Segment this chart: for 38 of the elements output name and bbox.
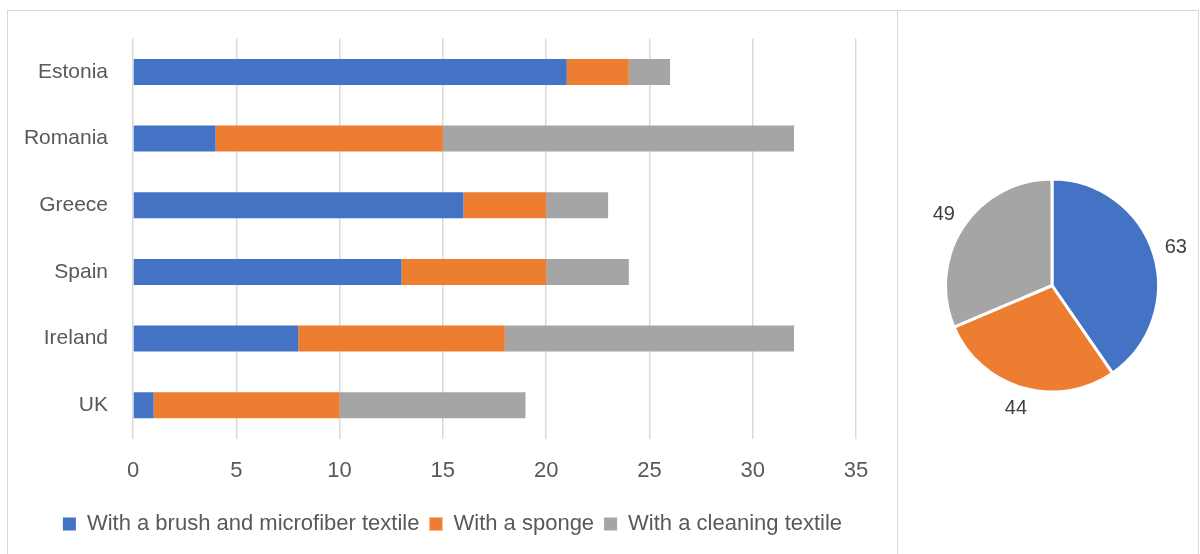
legend-label: With a brush and microfiber textile (86, 510, 420, 536)
bar (628, 58, 671, 85)
x-tick-label: 15 (430, 456, 456, 482)
data-label: 63 (1164, 234, 1187, 257)
y-tick-label: UK (78, 392, 108, 416)
x-tick-label: 20 (533, 456, 559, 482)
bar (133, 392, 154, 419)
bar (133, 125, 216, 152)
data-label: 44 (1004, 396, 1028, 419)
legend-label: With a sponge (453, 510, 595, 536)
bar (442, 125, 795, 152)
bar (401, 258, 547, 285)
bar (153, 392, 340, 419)
bar (339, 392, 526, 419)
bar (133, 258, 402, 285)
bar (133, 192, 464, 219)
y-tick-label: Spain (54, 258, 108, 282)
bar (298, 325, 505, 352)
x-tick-label: 5 (230, 456, 243, 482)
bar (546, 192, 609, 219)
legend-label: With a cleaning textile (628, 510, 843, 536)
data-label: 49 (932, 202, 955, 225)
y-tick-label: Greece (39, 192, 108, 216)
x-tick-label: 35 (843, 456, 869, 482)
bar (133, 58, 567, 85)
bar (504, 325, 795, 352)
x-tick-label: 10 (327, 456, 352, 482)
bar (215, 125, 443, 152)
x-tick-label: 30 (740, 456, 765, 482)
bar (546, 258, 629, 285)
y-tick-label: Ireland (43, 325, 108, 349)
bar (566, 58, 629, 85)
y-tick-label: Romania (23, 125, 109, 149)
bar (133, 325, 299, 352)
bar (463, 192, 547, 219)
y-tick-label: Estonia (37, 58, 109, 82)
x-tick-label: 25 (637, 456, 662, 482)
x-tick-label: 0 (126, 456, 140, 482)
